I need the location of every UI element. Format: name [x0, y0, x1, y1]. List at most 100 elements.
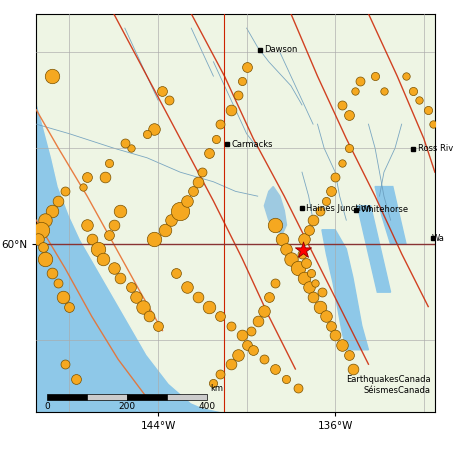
- Point: [165, 97, 173, 104]
- Point: [128, 144, 135, 152]
- Point: [101, 173, 109, 180]
- Point: [301, 274, 308, 282]
- Point: [332, 332, 339, 339]
- Text: km: km: [210, 384, 223, 393]
- Point: [402, 72, 410, 80]
- Point: [305, 226, 312, 234]
- Point: [294, 265, 301, 272]
- Point: [217, 312, 224, 320]
- Point: [48, 72, 55, 80]
- Point: [381, 87, 388, 94]
- Point: [239, 332, 246, 339]
- Point: [55, 279, 62, 286]
- Point: [234, 92, 241, 99]
- Point: [323, 197, 330, 205]
- Point: [177, 207, 184, 214]
- Point: [301, 236, 308, 243]
- Point: [159, 87, 166, 94]
- Point: [59, 293, 67, 300]
- Point: [429, 120, 436, 128]
- Point: [110, 221, 117, 229]
- Point: [161, 226, 169, 234]
- Point: [106, 231, 113, 238]
- Point: [83, 173, 91, 180]
- Bar: [87, 394, 127, 400]
- Point: [106, 159, 113, 166]
- Point: [66, 303, 73, 310]
- Point: [299, 247, 307, 254]
- Point: [327, 188, 334, 195]
- Point: [279, 236, 286, 243]
- Point: [55, 197, 62, 205]
- Polygon shape: [375, 186, 406, 244]
- Point: [283, 245, 290, 253]
- Text: Haines Junction: Haines Junction: [306, 204, 372, 213]
- Point: [254, 317, 261, 325]
- Point: [247, 327, 255, 334]
- Point: [332, 173, 339, 180]
- Point: [371, 72, 379, 80]
- Point: [128, 284, 135, 291]
- Point: [42, 217, 49, 224]
- Text: EarthquakesCanada
SéismesCanada: EarthquakesCanada SéismesCanada: [346, 375, 430, 395]
- Point: [83, 221, 91, 229]
- Point: [199, 169, 206, 176]
- Point: [323, 312, 330, 320]
- Point: [194, 178, 202, 185]
- Text: Ross River: Ross River: [418, 144, 453, 153]
- Point: [88, 236, 95, 243]
- Point: [39, 243, 47, 250]
- Point: [287, 255, 294, 262]
- Point: [309, 217, 317, 224]
- Point: [338, 341, 346, 349]
- Bar: [47, 394, 87, 400]
- Point: [345, 144, 352, 152]
- Point: [309, 293, 317, 300]
- Polygon shape: [357, 206, 390, 292]
- Point: [294, 385, 301, 392]
- Point: [194, 293, 202, 300]
- Polygon shape: [322, 230, 368, 350]
- Point: [150, 236, 157, 243]
- Text: 400: 400: [198, 402, 216, 411]
- Point: [183, 197, 190, 205]
- Point: [132, 293, 140, 300]
- Point: [139, 303, 146, 310]
- Point: [150, 125, 157, 133]
- Point: [62, 360, 69, 368]
- Point: [35, 236, 42, 243]
- Point: [272, 279, 279, 286]
- Point: [305, 284, 312, 291]
- Text: Whitehorse: Whitehorse: [361, 205, 409, 214]
- Text: 200: 200: [119, 402, 136, 411]
- Point: [243, 341, 250, 349]
- Point: [205, 303, 212, 310]
- Point: [227, 106, 235, 114]
- Point: [318, 289, 326, 296]
- Point: [261, 356, 268, 363]
- Point: [316, 303, 323, 310]
- Point: [243, 63, 250, 70]
- Point: [272, 365, 279, 373]
- Text: Wa: Wa: [432, 234, 444, 243]
- Point: [62, 188, 69, 195]
- Point: [217, 120, 224, 128]
- Bar: [127, 394, 167, 400]
- Point: [261, 308, 268, 315]
- Point: [95, 245, 102, 253]
- Point: [338, 159, 346, 166]
- Polygon shape: [36, 14, 435, 412]
- Point: [210, 380, 217, 387]
- Point: [212, 135, 219, 142]
- Point: [312, 279, 319, 286]
- Point: [338, 101, 346, 109]
- Point: [349, 365, 357, 373]
- Point: [205, 149, 212, 157]
- Point: [79, 183, 87, 190]
- Point: [307, 269, 314, 277]
- Point: [217, 370, 224, 377]
- Point: [168, 217, 175, 224]
- Point: [265, 293, 272, 300]
- Point: [416, 97, 423, 104]
- Point: [424, 106, 432, 114]
